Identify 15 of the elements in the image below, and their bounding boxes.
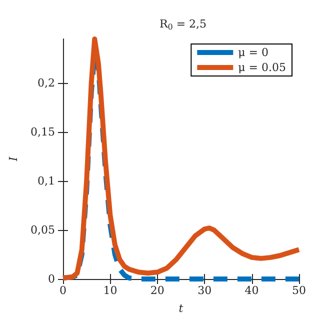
x-tick-label: 10 bbox=[103, 284, 118, 297]
legend-label: μ = 0 bbox=[238, 46, 269, 59]
y-tick-label: 0,2 bbox=[38, 76, 55, 90]
x-tick-label: 50 bbox=[292, 284, 306, 297]
y-tick-label: 0,05 bbox=[30, 224, 55, 237]
legend-label: μ = 0.05 bbox=[238, 61, 286, 74]
y-tick-label: 0,1 bbox=[38, 174, 55, 188]
x-tick-label: 30 bbox=[198, 284, 212, 297]
y-tick-label: 0 bbox=[48, 272, 55, 286]
x-tick-label: 20 bbox=[150, 284, 164, 297]
x-tick-label: 40 bbox=[244, 284, 259, 297]
y-axis-title: I bbox=[7, 156, 20, 162]
y-tick-label: 0,15 bbox=[30, 126, 55, 139]
x-tick-label: 0 bbox=[60, 284, 66, 297]
x-axis-title: t bbox=[178, 302, 184, 315]
